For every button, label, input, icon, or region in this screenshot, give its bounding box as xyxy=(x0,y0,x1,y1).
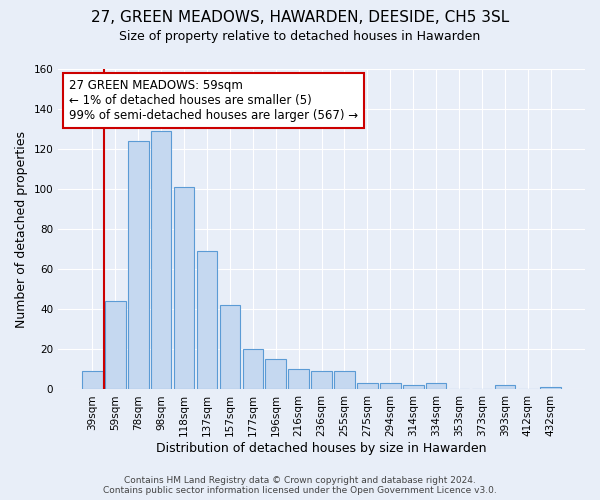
Bar xyxy=(128,141,149,390)
Bar xyxy=(380,384,401,390)
Bar xyxy=(289,370,309,390)
Bar xyxy=(541,388,561,390)
Bar xyxy=(494,386,515,390)
Bar xyxy=(265,360,286,390)
Bar xyxy=(357,384,378,390)
Bar xyxy=(334,372,355,390)
Text: Size of property relative to detached houses in Hawarden: Size of property relative to detached ho… xyxy=(119,30,481,43)
Bar xyxy=(403,386,424,390)
X-axis label: Distribution of detached houses by size in Hawarden: Distribution of detached houses by size … xyxy=(157,442,487,455)
Bar xyxy=(197,252,217,390)
Bar xyxy=(105,302,125,390)
Bar xyxy=(174,187,194,390)
Text: Contains HM Land Registry data © Crown copyright and database right 2024.
Contai: Contains HM Land Registry data © Crown c… xyxy=(103,476,497,495)
Bar xyxy=(426,384,446,390)
Bar xyxy=(242,350,263,390)
Bar xyxy=(311,372,332,390)
Text: 27, GREEN MEADOWS, HAWARDEN, DEESIDE, CH5 3SL: 27, GREEN MEADOWS, HAWARDEN, DEESIDE, CH… xyxy=(91,10,509,25)
Text: 27 GREEN MEADOWS: 59sqm
← 1% of detached houses are smaller (5)
99% of semi-deta: 27 GREEN MEADOWS: 59sqm ← 1% of detached… xyxy=(69,78,358,122)
Bar xyxy=(220,306,240,390)
Y-axis label: Number of detached properties: Number of detached properties xyxy=(15,130,28,328)
Bar xyxy=(82,372,103,390)
Bar xyxy=(151,131,172,390)
